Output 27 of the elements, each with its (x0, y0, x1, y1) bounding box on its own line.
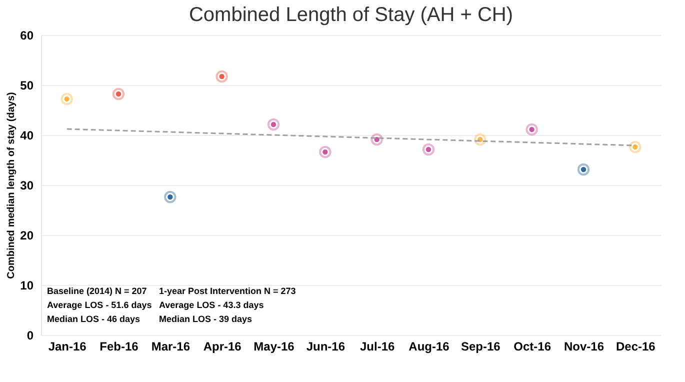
x-tick-label: Nov-16 (564, 340, 604, 354)
y-tick-label: 50 (20, 78, 34, 92)
y-tick-label: 60 (20, 28, 34, 42)
annotation: Baseline (2014) N = 207 (47, 286, 147, 296)
x-tick-label: Sep-16 (460, 340, 501, 354)
y-tick-label: 20 (20, 228, 34, 242)
y-tick-label: 40 (20, 128, 34, 142)
x-tick-label: Jun-16 (306, 340, 346, 354)
x-tick-label: Oct-16 (514, 340, 552, 354)
x-tick-label: Mar-16 (151, 340, 190, 354)
chart-title: Combined Length of Stay (AH + CH) (188, 4, 514, 26)
y-tick-label: 0 (26, 328, 34, 342)
annotation: Average LOS - 51.6 days (47, 300, 152, 310)
x-tick-label: Jul-16 (360, 340, 395, 354)
y-axis-title: Combined median length of stay (days) (6, 92, 18, 279)
x-tick-label: Dec-16 (616, 340, 656, 354)
annotation: Median LOS - 39 days (159, 314, 252, 324)
x-tick-label: Aug-16 (408, 340, 450, 354)
y-tick-label: 10 (20, 278, 34, 292)
annotation: Average LOS - 43.3 days (159, 300, 264, 310)
x-tick-label: May-16 (254, 340, 295, 354)
annotation: 1-year Post Intervention N = 273 (159, 286, 296, 296)
y-tick-label: 30 (20, 178, 34, 192)
annotation: Median LOS - 46 days (47, 314, 140, 324)
x-tick-label: Feb-16 (100, 340, 139, 354)
x-tick-label: Jan-16 (48, 340, 87, 354)
x-tick-label: Apr-16 (203, 340, 242, 354)
